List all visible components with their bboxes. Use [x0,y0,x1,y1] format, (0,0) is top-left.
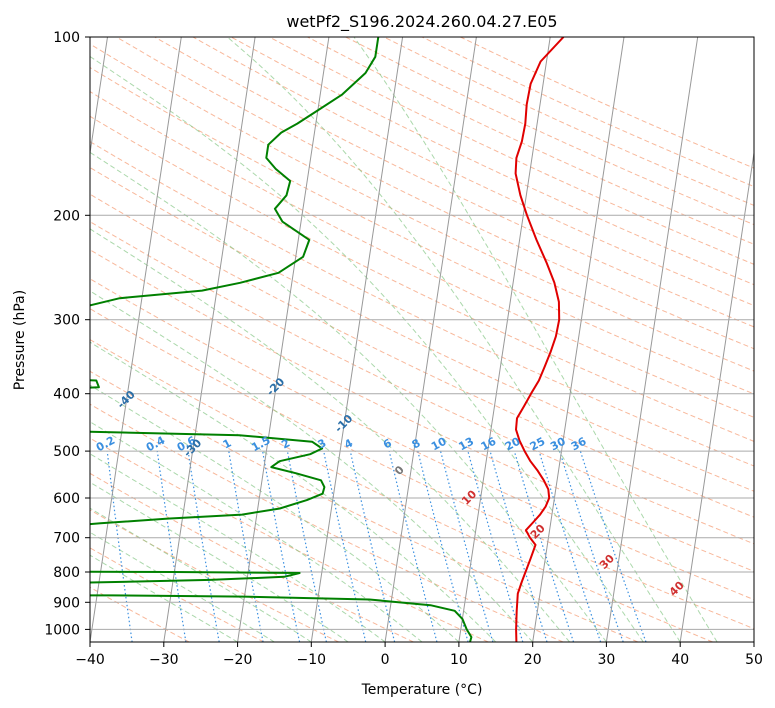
dry-adiabat-line [90,338,713,642]
mixing-ratio-label: 13 [456,435,476,454]
x-tick-label: 0 [381,652,390,668]
isotherm-line [605,37,699,642]
mixing-ratio-line [489,450,548,642]
isotherm-line [679,149,754,642]
sounding-series [90,37,565,642]
isotherm-line [237,37,330,642]
dry-adiabat-line [90,91,754,418]
dry-adiabat-line [192,37,754,307]
x-tick-label: 30 [597,652,615,668]
dry-adiabat-line [90,370,638,642]
y-tick-label: 300 [53,313,80,329]
dry-adiabat-line [90,193,754,518]
dry-adiabat-line [90,437,489,642]
dry-adiabat-line [90,278,754,601]
isotherm-line [458,37,551,642]
moist-adiabat-line [90,290,534,642]
moist-adiabat-line [353,37,718,642]
dry-adiabat-line [90,166,754,492]
mixing-ratio-line [286,450,327,642]
x-axis-ticks: −40 −30 −20 −10 0 10 20 30 40 50 [75,642,763,668]
mixing-ratio-line [579,450,647,642]
y-tick-label: 600 [53,491,80,507]
isotherm-line [90,37,182,642]
dry-adiabat-line [90,141,754,467]
mixing-ratio-line [388,450,438,642]
x-tick-label: −20 [223,652,253,668]
x-tick-label: 50 [745,652,763,668]
y-tick-label: 1000 [44,622,80,638]
mixing-ratio-line [262,450,301,642]
y-tick-label: 900 [53,595,80,611]
moist-adiabat-line [90,531,275,642]
dry-adiabat-line [90,308,754,630]
moist-adiabat-line [90,453,386,642]
dry-adiabat-line [90,547,265,642]
mixing-ratio-label: 16 [479,435,499,454]
dry-adiabat-line [90,115,754,442]
x-tick-label: −40 [75,652,105,668]
mixing-ratio-line [513,450,575,642]
x-tick-label: 20 [524,652,542,668]
y-axis-ticks: 100 200 300 400 500 600 700 800 900 1000 [44,30,90,638]
moist-adiabat-line [90,151,607,642]
y-tick-label: 700 [53,531,80,547]
mixing-ratio-label: 25 [528,435,548,454]
plot-frame [89,36,755,643]
plot-area: 0.10.20.40.611.52346810131620253036-100-… [90,37,754,642]
y-tick-label: 400 [53,387,80,403]
mixing-ratio-line [538,450,602,642]
y-tick-label: 500 [53,444,80,460]
isotherm-line [90,37,108,157]
y-tick-label: 800 [53,565,80,581]
moist-adiabat-line [90,55,644,642]
mixing-ratio-label: 30 [548,435,568,454]
moist-adiabat-line [90,481,349,642]
isotherms [90,37,754,642]
isotherm-line [532,37,625,642]
mixing-ratio-label: 36 [569,435,589,454]
moist-adiabat-line [90,384,460,642]
x-tick-label: −10 [297,652,327,668]
mixing-ratio-line [156,451,187,642]
mixing-ratio-line [559,450,624,642]
dry-adiabats [90,37,754,642]
moist-adiabat-line [90,554,238,642]
isotherm-line [310,37,404,642]
mixing-ratio-label: 10 [429,435,449,454]
moist-adiabat-line [90,228,570,642]
x-tick-label: −30 [149,652,179,668]
y-axis-label: Pressure (hPa) [12,290,28,390]
moist-adiabat-line [90,341,497,642]
mixing-ratio-label: 20 [503,435,523,454]
moist-adiabat-line [226,37,681,642]
dry-adiabat-line [230,37,754,286]
x-tick-label: 40 [671,652,689,668]
mixing-ratio-line [323,450,367,642]
temperature-line [514,37,565,642]
x-axis-label: Temperature (°C) [361,682,483,698]
chart-title: wetPf2_S196.2024.260.04.27.E05 [286,12,557,32]
isotherm-line [384,37,477,642]
isotherm-line [163,37,256,642]
dewpoint-line [90,37,473,642]
y-tick-label: 200 [53,208,80,224]
y-tick-label: 100 [53,30,80,46]
x-tick-label: 10 [450,652,468,668]
